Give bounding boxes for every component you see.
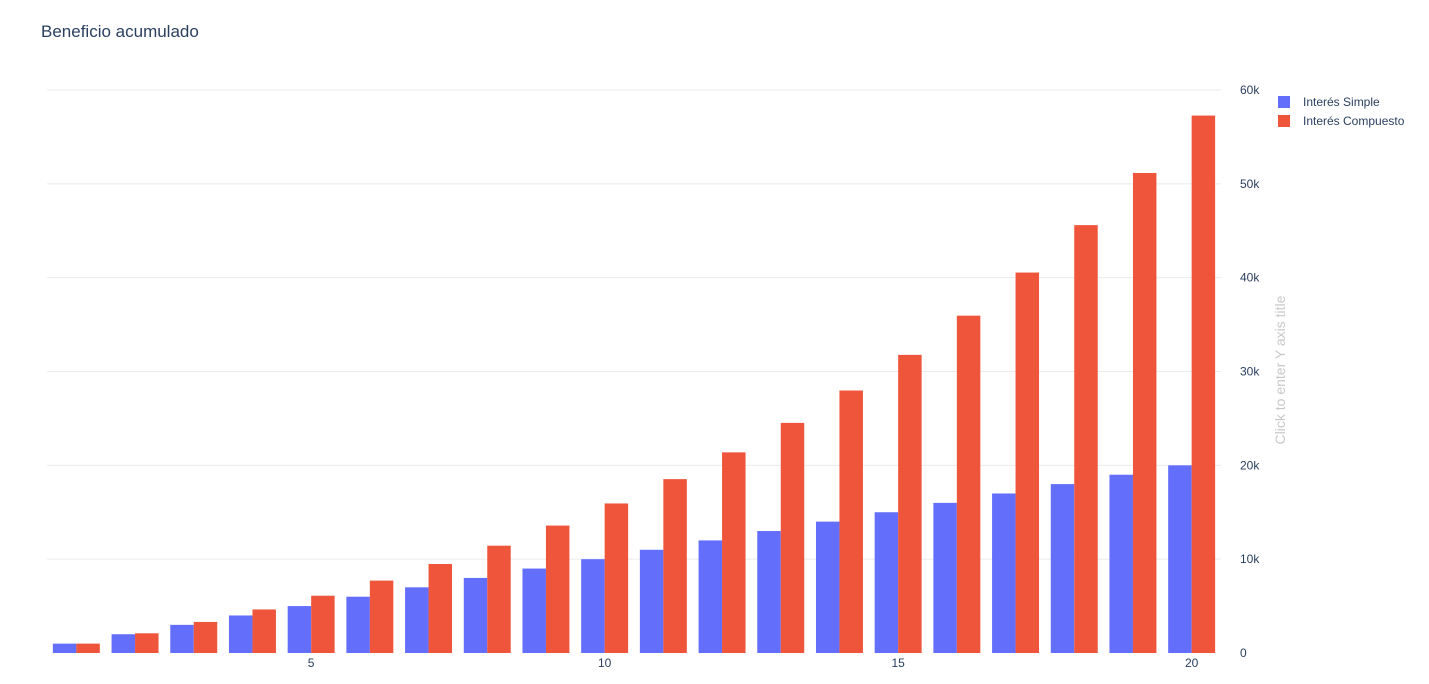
y-tick-label: 40k xyxy=(1240,271,1260,285)
bar-interes-compuesto[interactable] xyxy=(135,633,159,653)
legend-swatch xyxy=(1278,115,1290,127)
bar-interes-compuesto[interactable] xyxy=(193,621,218,653)
y-tick-label: 50k xyxy=(1240,177,1260,191)
bar-interes-simple[interactable] xyxy=(1168,465,1192,653)
legend-swatch xyxy=(1278,96,1290,108)
bar-interes-simple[interactable] xyxy=(228,615,253,653)
legend-label: Interés Simple xyxy=(1303,95,1380,109)
bar-interes-compuesto[interactable] xyxy=(545,525,570,653)
bar-interes-simple[interactable] xyxy=(992,493,1016,653)
bar-interes-compuesto[interactable] xyxy=(1132,172,1157,653)
bar-interes-simple[interactable] xyxy=(1050,484,1075,653)
bar-interes-simple[interactable] xyxy=(639,549,664,653)
x-axis-ticks: 5 10 15 20 xyxy=(308,656,1199,670)
x-tick-label: 10 xyxy=(598,656,612,670)
bar-interes-simple[interactable] xyxy=(874,512,899,653)
bar-interes-simple[interactable] xyxy=(815,521,840,653)
y-axis-ticks: 0 10k 20k 30k 40k 50k 60k xyxy=(1240,83,1260,660)
bar-interes-simple[interactable] xyxy=(698,540,723,653)
bar-interes-compuesto[interactable] xyxy=(428,563,453,653)
y-tick-label: 10k xyxy=(1240,552,1260,566)
bar-interes-compuesto[interactable] xyxy=(604,503,629,653)
bar-interes-compuesto[interactable] xyxy=(311,595,335,653)
bar-interes-compuesto[interactable] xyxy=(1074,225,1098,653)
bar-interes-simple[interactable] xyxy=(346,596,370,653)
x-tick-label: 20 xyxy=(1185,656,1199,670)
bar-interes-compuesto[interactable] xyxy=(839,390,863,654)
bar-interes-compuesto[interactable] xyxy=(1015,272,1040,653)
gridlines xyxy=(47,89,1221,560)
bar-interes-simple[interactable] xyxy=(581,559,605,653)
bar-interes-compuesto[interactable] xyxy=(780,422,805,653)
bar-interes-compuesto[interactable] xyxy=(898,354,922,653)
y-tick-label: 60k xyxy=(1240,83,1260,97)
x-tick-label: 15 xyxy=(891,656,905,670)
y-tick-label: 0 xyxy=(1240,646,1247,660)
bar-interes-simple[interactable] xyxy=(405,587,429,653)
bar-interes-compuesto[interactable] xyxy=(722,452,746,653)
bar-interes-simple[interactable] xyxy=(1109,474,1133,653)
bar-interes-compuesto[interactable] xyxy=(369,580,394,653)
bar-interes-simple[interactable] xyxy=(52,643,77,653)
bar-interes-compuesto[interactable] xyxy=(487,545,511,653)
chart-title: Beneficio acumulado xyxy=(41,22,199,41)
bar-interes-simple[interactable] xyxy=(522,568,546,653)
bar-interes-simple[interactable] xyxy=(463,577,488,653)
bar-interes-compuesto[interactable] xyxy=(1191,115,1216,653)
legend-item[interactable]: Interés Compuesto xyxy=(1278,114,1405,128)
bar-interes-simple[interactable] xyxy=(170,624,194,653)
bar-interes-simple[interactable] xyxy=(933,502,957,653)
y-tick-label: 30k xyxy=(1240,365,1260,379)
legend-label: Interés Compuesto xyxy=(1303,114,1405,128)
bar-interes-compuesto[interactable] xyxy=(956,315,981,653)
bar-interes-compuesto[interactable] xyxy=(252,609,276,653)
y-tick-label: 20k xyxy=(1240,458,1260,472)
bar-interes-simple[interactable] xyxy=(111,634,136,653)
bars[interactable] xyxy=(52,115,1216,654)
bar-interes-simple[interactable] xyxy=(287,606,312,653)
x-tick-label: 5 xyxy=(308,656,315,670)
legend-item[interactable]: Interés Simple xyxy=(1278,95,1380,109)
bar-interes-compuesto[interactable] xyxy=(76,643,100,653)
bar-interes-simple[interactable] xyxy=(757,531,781,653)
y-axis-title-placeholder[interactable]: Click to enter Y axis title xyxy=(1272,295,1288,444)
bar-interes-compuesto[interactable] xyxy=(663,479,687,653)
legend[interactable]: Interés Simple Interés Compuesto xyxy=(1278,95,1405,128)
